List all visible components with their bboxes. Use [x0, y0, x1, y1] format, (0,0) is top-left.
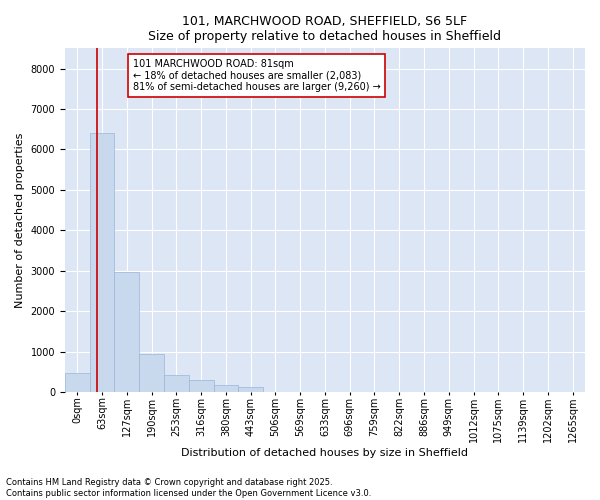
Y-axis label: Number of detached properties: Number of detached properties: [15, 132, 25, 308]
Bar: [164, 375, 189, 392]
Bar: [238, 387, 263, 392]
Bar: [115, 272, 139, 392]
Bar: [189, 380, 214, 392]
Text: Contains HM Land Registry data © Crown copyright and database right 2025.
Contai: Contains HM Land Registry data © Crown c…: [6, 478, 371, 498]
X-axis label: Distribution of detached houses by size in Sheffield: Distribution of detached houses by size …: [181, 448, 469, 458]
Bar: [214, 385, 238, 392]
Text: 101 MARCHWOOD ROAD: 81sqm
← 18% of detached houses are smaller (2,083)
81% of se: 101 MARCHWOOD ROAD: 81sqm ← 18% of detac…: [133, 58, 380, 92]
Title: 101, MARCHWOOD ROAD, SHEFFIELD, S6 5LF
Size of property relative to detached hou: 101, MARCHWOOD ROAD, SHEFFIELD, S6 5LF S…: [148, 15, 502, 43]
Bar: [89, 134, 115, 392]
Bar: [65, 373, 89, 392]
Bar: [139, 354, 164, 393]
